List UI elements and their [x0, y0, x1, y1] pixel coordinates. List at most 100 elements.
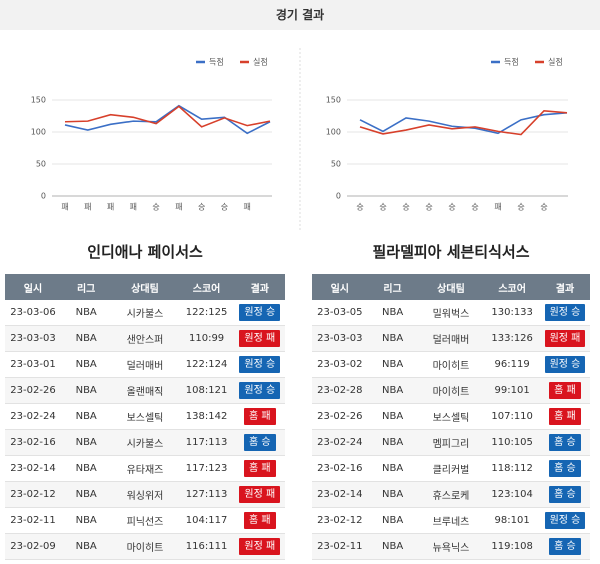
- table-cell: NBA: [382, 333, 404, 344]
- result-badge: 홈 승: [549, 486, 581, 503]
- x-tick-label: 패: [130, 202, 137, 212]
- table-cell: 23-02-16: [317, 463, 363, 474]
- table-cell: 108:121: [185, 385, 228, 396]
- result-badge: 원정 패: [544, 330, 586, 347]
- result-badge: 홈 패: [243, 460, 276, 477]
- table-cell: 104:117: [185, 515, 228, 526]
- series-line: [359, 110, 568, 136]
- header-cell: 리그: [383, 283, 402, 295]
- table-cell: 122:125: [185, 307, 228, 318]
- result-badge: 홈 승: [243, 434, 276, 451]
- table-row: 23-02-26 NBA 보스셀틱 107:110 홈 패: [312, 404, 590, 430]
- table-cell: 96:119: [494, 359, 530, 370]
- charts: 0 50 100 150 패 패 패 패 승 패 승 승 패 득점 실점 0 50 100 150 승 승 승 승 승 승 패 승 승…: [31, 48, 568, 230]
- table-row: 23-03-06 NBA 시카불스 122:125 원정 승: [5, 300, 285, 326]
- result-badge: 홈 승: [549, 460, 581, 477]
- result-badge: 홈 패: [243, 408, 276, 425]
- table-cell: NBA: [382, 489, 404, 500]
- table-cell: 덜러매버: [432, 335, 470, 346]
- team-name: 필라델피아 세븐티식서스: [372, 243, 530, 261]
- table-cell: 133:126: [491, 333, 533, 344]
- table-cell: 클리커벌: [432, 465, 470, 476]
- x-tick-label: 승: [221, 203, 228, 212]
- table-cell: NBA: [382, 411, 404, 422]
- table-row: 23-03-03 NBA 샌안스퍼 110:99 원정 패: [5, 326, 285, 352]
- result-badge: 원정 패: [239, 486, 281, 503]
- result-badge: 원정 승: [239, 382, 281, 399]
- table-row: 23-03-05 NBA 밀워벅스 130:133 원정 승: [312, 300, 590, 326]
- table-cell: 107:110: [491, 411, 533, 422]
- table-cell: NBA: [382, 307, 404, 318]
- legend-label: 득점: [504, 57, 519, 67]
- result-badge: 원정 승: [544, 304, 586, 321]
- table-cell: 130:133: [491, 307, 533, 318]
- result-badge: 홈 승: [549, 538, 581, 555]
- table-cell: 덜러매버: [126, 361, 164, 372]
- table-cell: 마이히트: [126, 543, 164, 554]
- series-line: [64, 104, 271, 135]
- result-cell: 홈 승: [540, 486, 590, 503]
- header-cell: 스코어: [192, 283, 221, 295]
- table-cell: 마이히트: [432, 361, 470, 372]
- table-cell: 119:108: [491, 541, 533, 552]
- result-cell: 원정 승: [540, 512, 590, 529]
- table-cell: 23-02-26: [317, 411, 363, 422]
- table-cell: 휴스로케: [432, 491, 470, 502]
- table-cell: 23-03-01: [10, 359, 56, 370]
- header-cell: 리그: [76, 283, 96, 295]
- table-cell: 23-02-12: [317, 515, 363, 526]
- header-cell: 일시: [23, 283, 43, 295]
- table-row: 23-03-02 NBA 마이히트 96:119 원정 승: [312, 352, 590, 378]
- header-cell: 결과: [250, 283, 269, 295]
- x-tick-label: 패: [61, 202, 68, 212]
- x-tick-label: 패: [107, 202, 114, 212]
- table-cell: 23-03-02: [317, 359, 363, 370]
- table-cell: NBA: [75, 437, 97, 448]
- x-tick-label: 승: [448, 203, 455, 212]
- table-cell: 시카불스: [126, 439, 164, 450]
- x-tick-label: 승: [517, 203, 524, 212]
- table-cell: 138:142: [185, 411, 228, 422]
- table-cell: 110:99: [188, 333, 225, 344]
- y-tick-label: 0: [336, 192, 341, 201]
- table-cell: NBA: [75, 515, 97, 526]
- result-cell: 원정 패: [540, 330, 590, 347]
- results-table: 일시 리그 상대팀 스코어 결과 23-03-06 NBA 시카불스 122:125 원정 승 23…: [5, 274, 285, 560]
- result-cell: 원정 패: [235, 538, 285, 555]
- result-cell: 홈 승: [540, 460, 590, 477]
- result-badge: 원정 승: [544, 356, 586, 373]
- table-cell: NBA: [382, 515, 404, 526]
- table-cell: 23-03-03: [10, 333, 56, 344]
- result-cell: 홈 패: [235, 408, 285, 425]
- result-badge: 원정 승: [239, 356, 281, 373]
- table-cell: 23-02-16: [10, 437, 56, 448]
- result-badge: 홈 패: [549, 408, 581, 425]
- x-tick-label: 승: [198, 203, 205, 212]
- table-cell: 23-03-03: [317, 333, 363, 344]
- result-badge: 원정 승: [544, 512, 586, 529]
- table-cell: NBA: [75, 541, 97, 552]
- legend-label: 실점: [253, 57, 268, 67]
- table-cell: 23-02-11: [317, 541, 363, 552]
- x-tick-label: 승: [152, 203, 159, 212]
- table-cell: 23-03-06: [10, 307, 56, 318]
- result-badge: 원정 승: [239, 304, 281, 321]
- table-cell: 브루네츠: [432, 517, 470, 528]
- result-cell: 홈 패: [235, 460, 285, 477]
- result-cell: 홈 승: [235, 434, 285, 451]
- x-tick-label: 패: [84, 202, 91, 212]
- table-cell: 122:124: [185, 359, 228, 370]
- legend-label: 실점: [548, 57, 563, 67]
- result-cell: 원정 패: [235, 486, 285, 503]
- table-cell: 99:101: [494, 385, 530, 396]
- result-cell: 홈 패: [540, 408, 590, 425]
- result-badge: 원정 패: [239, 538, 281, 555]
- results-table: 일시 리그 상대팀 스코어 결과 23-03-05 NBA 밀워벅스 130:133 원정 승 23…: [312, 274, 590, 560]
- table-cell: 118:112: [491, 463, 533, 474]
- result-cell: 홈 패: [540, 382, 590, 399]
- table-row: 23-03-01 NBA 덜러매버 122:124 원정 승: [5, 352, 285, 378]
- table-cell: NBA: [75, 307, 97, 318]
- table-cell: NBA: [75, 385, 97, 396]
- result-cell: 원정 승: [235, 304, 285, 321]
- table-row: 23-03-03 NBA 덜러매버 133:126 원정 패: [312, 326, 590, 352]
